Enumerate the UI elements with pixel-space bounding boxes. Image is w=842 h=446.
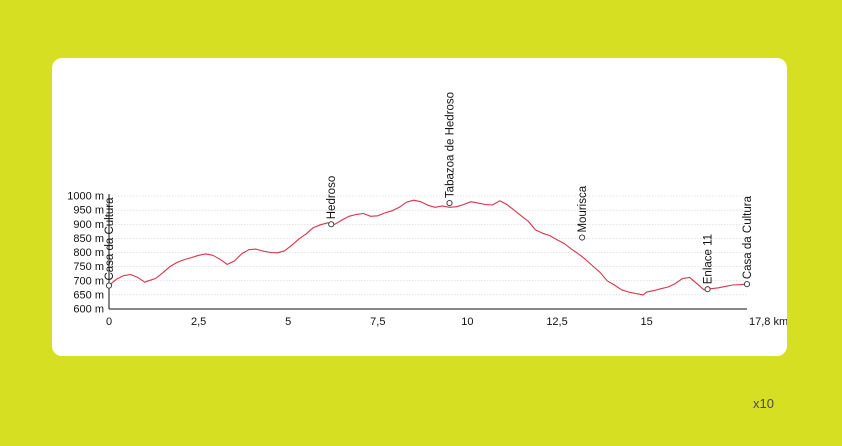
waypoint-label: Mourisca	[577, 185, 589, 232]
y-tick-label: 700 m	[73, 275, 104, 287]
x-tick-label: 10	[461, 316, 473, 328]
y-tick-label: 850 m	[73, 233, 104, 245]
waypoint-label: Enlace 11	[703, 234, 715, 284]
y-tick-label: 1000 m	[67, 191, 104, 203]
y-tick-label: 800 m	[73, 247, 104, 259]
y-tick-label: 650 m	[73, 289, 104, 301]
waypoint-marker[interactable]	[743, 281, 751, 288]
waypoint-marker[interactable]	[105, 282, 113, 289]
waypoint-label: Casa da Cultura	[104, 197, 116, 281]
y-tick-label: 600 m	[73, 304, 104, 316]
scale-note: x10	[753, 396, 774, 411]
x-tick-label: 5	[285, 316, 291, 328]
waypoint-marker[interactable]	[579, 234, 586, 241]
x-tick-label: 0	[106, 316, 112, 328]
waypoint-marker[interactable]	[704, 286, 711, 293]
waypoint-label: Casa da Cultura	[742, 195, 754, 279]
x-tick-label: 2,5	[191, 316, 206, 328]
y-tick-label: 900 m	[73, 219, 104, 231]
waypoint-label: Hedroso	[326, 176, 338, 219]
y-tick-label: 750 m	[73, 261, 104, 273]
profile-card: 1000 m 950 m 900 m 850 m 800 m 750 m 700 m 650 …	[52, 58, 787, 356]
waypoint-label: Tabazoa de Hedroso	[445, 92, 457, 198]
x-tick-label: 7,5	[370, 316, 385, 328]
x-tick-label: 15	[641, 316, 653, 328]
elevation-line	[108, 199, 748, 296]
y-tick-label: 950 m	[73, 205, 104, 217]
x-tick-label: 17,8 km	[749, 316, 787, 328]
x-tick-label: 12,5	[546, 316, 567, 328]
waypoint-marker[interactable]	[328, 221, 335, 228]
waypoint-marker[interactable]	[446, 200, 453, 207]
elevation-chart: 1000 m 950 m 900 m 850 m 800 m 750 m 700 m 650 …	[67, 92, 787, 328]
